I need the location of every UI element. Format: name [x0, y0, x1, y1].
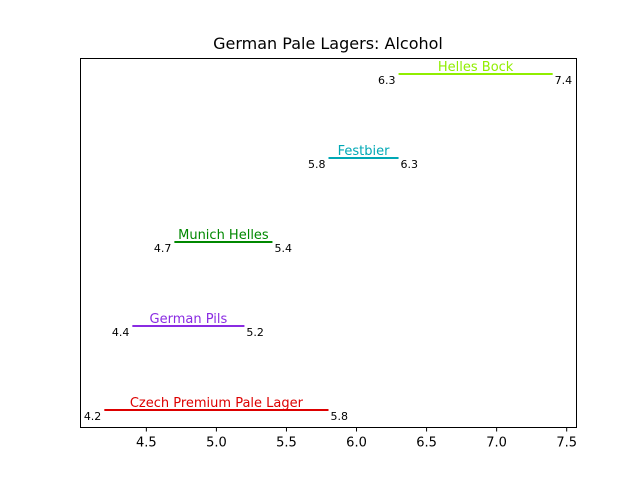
min-value-label: 5.8: [308, 158, 326, 171]
plot-frame: [80, 58, 577, 428]
max-value-label: 6.3: [401, 158, 419, 171]
style-label: Czech Premium Pale Lager: [130, 396, 304, 411]
x-tick-label: 7.0: [486, 436, 507, 451]
chart-title: German Pale Lagers: Alcohol: [213, 34, 443, 53]
x-tick-label: 6.5: [416, 436, 437, 451]
range-bar-group: Helles Bock 6.3 7.4: [378, 60, 572, 87]
range-bar-group: Czech Premium Pale Lager 4.2 5.8: [84, 396, 348, 423]
min-value-label: 4.4: [112, 326, 130, 339]
x-tick-label: 6.0: [346, 436, 367, 451]
plot-area: Czech Premium Pale Lager 4.2 5.8 German Pil…: [84, 60, 572, 423]
min-value-label: 4.2: [84, 410, 102, 423]
max-value-label: 5.4: [274, 242, 292, 255]
x-tick-label: 5.5: [276, 436, 297, 451]
style-label: Munich Helles: [178, 228, 269, 243]
x-axis: 4.5 5.0 5.5 6.0 6.5 7.0 7.5: [136, 427, 577, 451]
style-label: German Pils: [150, 312, 228, 327]
range-bar-group: Festbier 5.8 6.3: [308, 144, 418, 171]
x-tick-label: 4.5: [136, 436, 157, 451]
max-value-label: 7.4: [555, 74, 573, 87]
min-value-label: 4.7: [154, 242, 172, 255]
x-tick-label: 5.0: [206, 436, 227, 451]
style-label: Festbier: [338, 144, 390, 159]
max-value-label: 5.8: [331, 410, 349, 423]
style-label: Helles Bock: [438, 60, 514, 75]
max-value-label: 5.2: [246, 326, 263, 339]
x-tick-label: 7.5: [556, 436, 577, 451]
range-bar-group: Munich Helles 4.7 5.4: [154, 228, 292, 255]
min-value-label: 6.3: [378, 74, 396, 87]
range-bar-group: German Pils 4.4 5.2: [112, 312, 264, 339]
